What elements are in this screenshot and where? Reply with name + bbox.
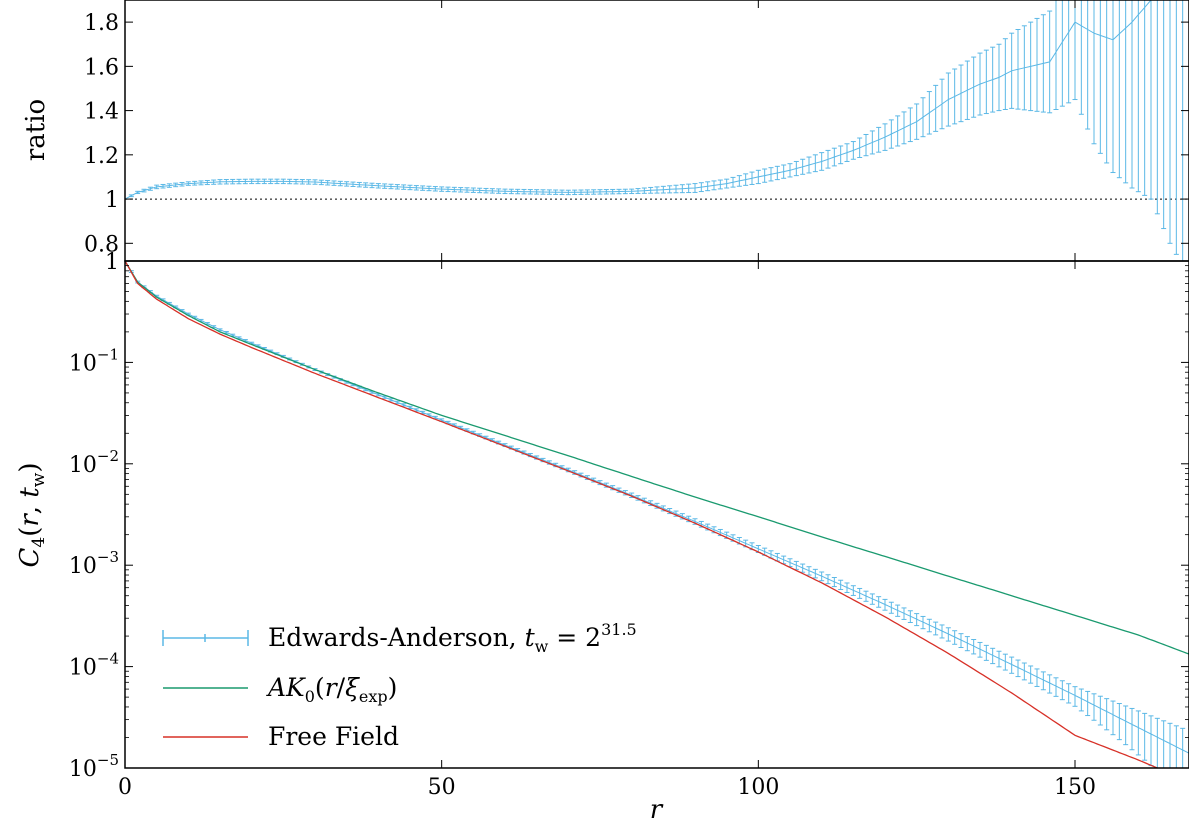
bottom-ytick-label: 10−5	[69, 751, 119, 782]
bottom-ytick-label: 1	[105, 250, 119, 275]
bottom-ytick-label: 10−3	[69, 548, 119, 579]
bottom-ytick-label: 10−4	[69, 650, 119, 681]
bottom-ytick-exponent: −2	[97, 447, 119, 465]
bottom-xtick-label: 150	[1054, 775, 1096, 800]
svg-text:AK0(r/ξexp): AK0(r/ξexp)	[266, 673, 397, 706]
bottom-panel-frame	[124, 260, 1189, 769]
svg-text:Edwards-Anderson, tw = 231.5: Edwards-Anderson, tw = 231.5	[268, 620, 637, 656]
bottom-xtick-label: 0	[118, 775, 132, 800]
bottom-ytick-exponent: −4	[97, 650, 119, 668]
legend-item-free-field: Free Field	[163, 722, 399, 751]
top-ytick-label: 1.8	[84, 11, 119, 36]
ratio-series-line	[124, 0, 1183, 200]
bottom-ytick-label: 10−1	[69, 345, 119, 376]
bottom-ytick-exponent: −3	[97, 548, 119, 566]
bottom-ytick-exponent: −5	[97, 751, 119, 769]
top-panel: 0.8 1 1.2 1.4 1.6 1.8 ratio	[21, 0, 1189, 262]
top-panel-ticks: 0.8 1 1.2 1.4 1.6 1.8	[84, 0, 1189, 261]
svg-text:Free Field: Free Field	[268, 722, 399, 751]
top-ytick-label: 1	[105, 188, 119, 213]
top-ytick-label: 1.6	[84, 55, 119, 80]
bottom-ytick-exponent: −1	[97, 345, 119, 363]
bottom-panel-ticks: 10−5 10−4 10−3 10−2 10−1 1 0 50 100 150	[69, 250, 1189, 800]
legend: Edwards-Anderson, tw = 231.5 AK0(r/ξexp)…	[162, 620, 637, 751]
correlation-plot-area	[124, 260, 1189, 769]
bottom-panel: 10−5 10−4 10−3 10−2 10−1 1 0 50 100 150 C4(r, tw)…	[15, 250, 1189, 822]
bottom-ytick-label: 10−2	[69, 447, 119, 478]
legend-item-ak0: AK0(r/ξexp)	[163, 673, 397, 706]
top-ytick-label: 0.8	[84, 232, 119, 257]
bottom-xtick-label: 50	[428, 775, 456, 800]
top-ytick-label: 1.4	[84, 100, 119, 125]
top-ytick-label: 1.2	[84, 144, 119, 169]
bottom-xlabel: r	[650, 795, 664, 822]
bottom-xtick-label: 100	[737, 775, 779, 800]
free-field-line	[124, 260, 1158, 769]
bottom-ylabel: C4(r, tw)	[15, 462, 49, 567]
ak0-line	[124, 260, 1189, 655]
top-ylabel: ratio	[21, 99, 51, 161]
ratio-plot-area	[124, 0, 1189, 262]
top-panel-frame	[124, 0, 1189, 262]
legend-item-edwards-anderson: Edwards-Anderson, tw = 231.5	[162, 620, 637, 656]
